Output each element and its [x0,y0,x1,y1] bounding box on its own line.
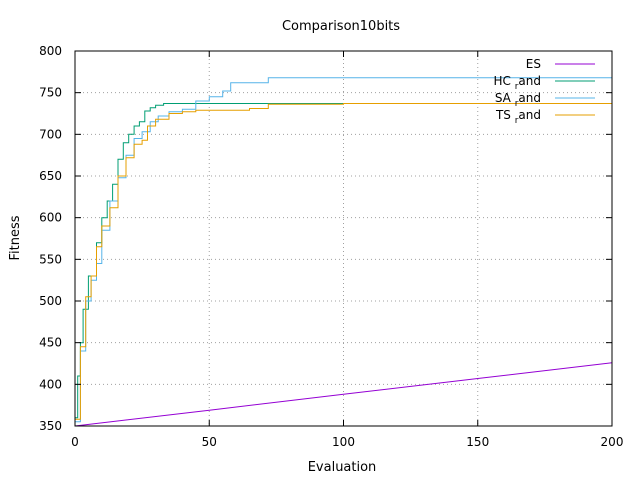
gridlines [75,51,612,426]
y-tick-label: 650 [39,169,62,183]
legend-label-sa-rand: SA rand [495,91,541,109]
y-tick-label: 800 [39,44,62,58]
y-tick-label: 600 [39,211,62,225]
series-lines [74,77,613,427]
series-line-hc-rand [75,103,454,419]
x-axis-label: Evaluation [308,460,377,475]
legend-label-es: ES [526,57,541,71]
x-tick-label: 0 [71,435,79,449]
axis-ticks: 350 400 450 500 550 600 650 700 750 800 0 50 100 150 2… [39,44,623,449]
y-tick-label: 350 [39,419,62,433]
series-line-es [74,362,613,427]
legend-label-hc-rand: HC rand [494,74,542,92]
x-tick-label: 200 [601,435,624,449]
series-line-sa-rand [75,77,612,423]
x-tick-label: 50 [202,435,217,449]
y-tick-label: 700 [39,127,62,141]
series-line-ts-rand [75,103,612,420]
y-tick-label: 500 [39,294,62,308]
y-tick-label: 550 [39,252,62,266]
y-tick-label: 450 [39,336,62,350]
y-tick-label: 400 [39,377,62,391]
y-axis-label: Fitness [8,215,23,260]
y-tick-label: 750 [39,86,62,100]
x-tick-label: 100 [332,435,355,449]
legend-label-ts-rand: TS rand [495,108,541,126]
chart-title: Comparison10bits [282,19,400,34]
x-tick-label: 150 [466,435,489,449]
